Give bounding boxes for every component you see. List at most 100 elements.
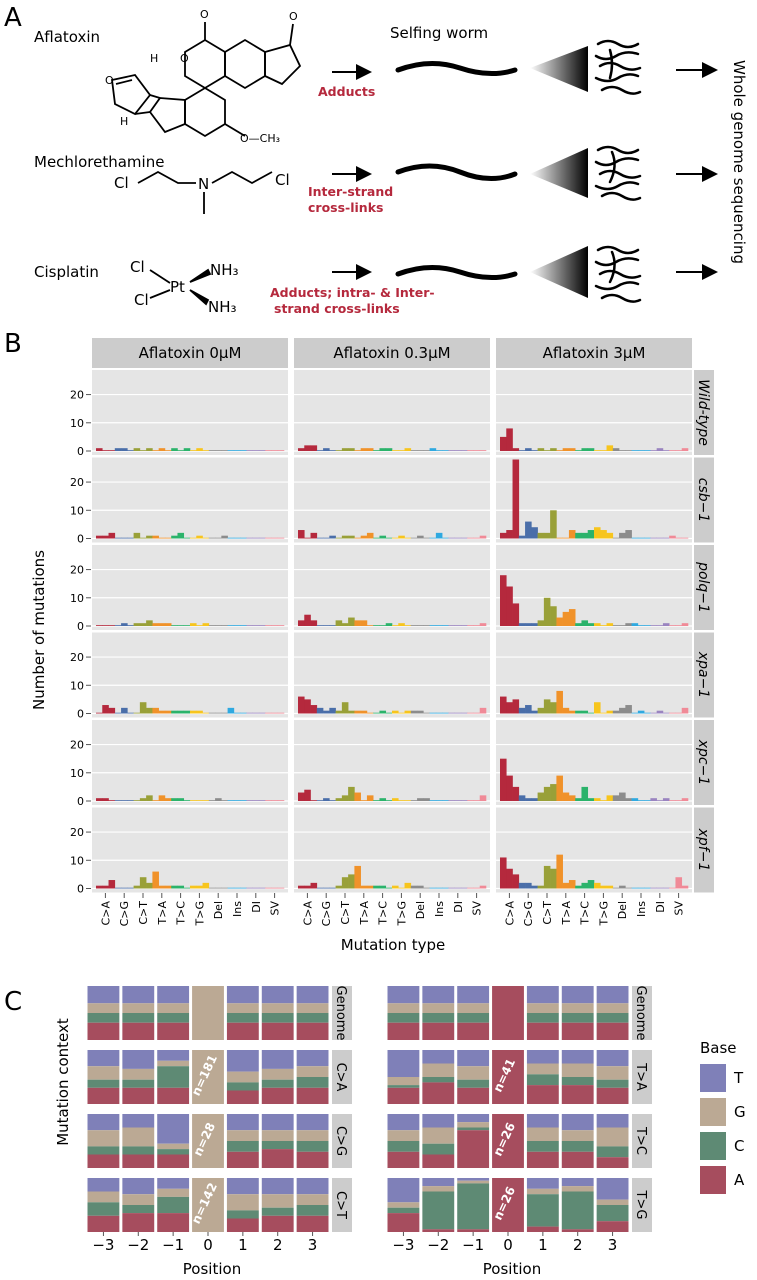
context-segment-G	[422, 1003, 455, 1013]
bar	[506, 702, 513, 714]
bar	[277, 887, 285, 889]
bar	[581, 448, 589, 451]
row-strip-label: xpc−1	[695, 739, 711, 786]
bar	[385, 712, 393, 714]
context-segment-T	[596, 986, 629, 1004]
bar	[454, 887, 462, 889]
bar	[177, 798, 185, 801]
bar	[271, 712, 279, 714]
context-segment-C	[157, 1066, 190, 1088]
bar	[271, 450, 279, 451]
y-tick-label: 10	[70, 767, 84, 780]
bar	[392, 885, 399, 889]
bar	[587, 880, 595, 889]
bar	[196, 448, 203, 451]
bar	[435, 450, 443, 451]
bar	[252, 800, 260, 801]
bar	[506, 530, 513, 539]
context-segment-G	[261, 1068, 294, 1080]
bar	[233, 450, 241, 451]
bar	[265, 450, 272, 451]
bar	[543, 597, 551, 626]
bar	[537, 620, 545, 626]
bar	[171, 535, 178, 539]
bar	[417, 798, 424, 801]
bar	[233, 537, 241, 539]
bar	[531, 527, 538, 539]
bar	[398, 450, 405, 451]
bar	[612, 448, 620, 451]
context-segment-A	[492, 1114, 524, 1168]
context-segment-C	[122, 1013, 155, 1023]
context-segment-C	[226, 1082, 259, 1091]
context-segment-G	[526, 1188, 559, 1195]
context-segment-G	[457, 1122, 490, 1128]
context-segment-T	[596, 1178, 629, 1200]
context-segment-C	[226, 1210, 259, 1219]
context-segment-G	[596, 1003, 629, 1013]
bar	[448, 450, 455, 451]
bar	[512, 874, 520, 889]
context-segment-G	[122, 1194, 155, 1205]
bar	[379, 710, 387, 714]
panel-c-xlabel-right: Position	[483, 1260, 541, 1278]
facet-panel	[92, 545, 288, 630]
bar	[258, 450, 266, 451]
bar	[606, 795, 614, 801]
bar	[277, 537, 285, 539]
context-segment-G	[226, 1071, 259, 1083]
bar	[171, 625, 178, 626]
bar	[316, 625, 324, 626]
bar	[271, 625, 279, 626]
bar	[587, 530, 595, 539]
context-segment-T	[561, 1178, 594, 1187]
bar	[323, 625, 330, 626]
x-tick-label: C>G	[320, 901, 333, 926]
context-segment-A	[422, 1022, 455, 1040]
context-segment-T	[387, 1178, 420, 1203]
bar	[139, 537, 147, 539]
bar	[152, 535, 159, 539]
bar	[304, 789, 311, 801]
bar	[227, 625, 235, 626]
context-segment-C	[561, 1191, 594, 1230]
x-tick-label: C>G	[522, 901, 535, 926]
context-segment-G	[561, 1063, 594, 1077]
context-segment-G	[387, 1003, 420, 1013]
bar	[550, 448, 557, 451]
context-segment-A	[226, 1090, 259, 1104]
y-tick-label: 10	[70, 854, 84, 867]
bar	[215, 798, 222, 801]
bar	[108, 532, 116, 539]
selfing-worm-label: Selfing worm	[390, 24, 488, 42]
context-segment-G	[526, 1127, 559, 1141]
bar	[518, 623, 526, 626]
context-segment-A	[457, 1087, 490, 1104]
bar	[233, 887, 241, 889]
bar	[373, 537, 380, 539]
aflatoxin-name: Aflatoxin	[34, 28, 100, 46]
bar	[108, 880, 116, 889]
bar	[675, 625, 683, 626]
column-strip-bg	[294, 338, 490, 368]
y-tick-label: 20	[70, 739, 84, 752]
bar	[681, 537, 689, 539]
bar	[594, 527, 601, 539]
mech-cl-left: Cl	[114, 174, 129, 192]
context-segment-G	[561, 1186, 594, 1192]
bar	[310, 800, 318, 801]
bar	[385, 537, 393, 539]
bar	[335, 537, 343, 539]
bar	[252, 887, 260, 889]
aflatoxin-h1: H	[150, 52, 158, 65]
bar	[423, 887, 430, 889]
bar	[366, 712, 374, 714]
bar	[594, 882, 601, 889]
bar	[348, 710, 355, 714]
context-segment-C	[122, 1079, 155, 1088]
legend-label-A: A	[734, 1171, 745, 1189]
bar	[537, 532, 545, 539]
context-segment-G	[87, 1191, 120, 1203]
legend-swatch-C	[700, 1132, 726, 1160]
bar	[121, 623, 128, 626]
